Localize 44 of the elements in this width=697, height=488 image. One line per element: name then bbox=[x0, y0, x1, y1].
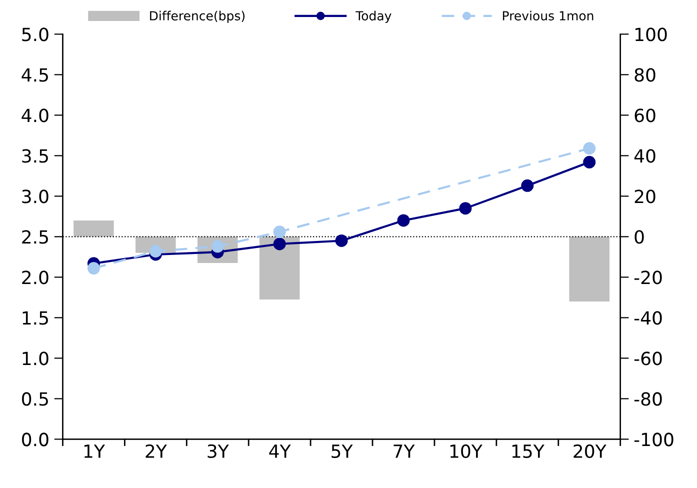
x-tick-label: 5Y bbox=[332, 444, 353, 458]
y-tick-label: 4.0 bbox=[22, 108, 48, 122]
x-tick-label: 10Y bbox=[450, 444, 482, 458]
x-tick-label: 4Y bbox=[269, 444, 291, 458]
x-tick-label: 2Y bbox=[146, 444, 167, 458]
point bbox=[149, 245, 162, 258]
y2-tick-label: 20 bbox=[634, 190, 656, 204]
point bbox=[273, 226, 286, 238]
y2-tick-label: 0 bbox=[634, 230, 644, 244]
y-tick-label: 0.5 bbox=[22, 392, 48, 406]
x-tick-label: 3Y bbox=[208, 444, 229, 458]
y2-tick-label: 60 bbox=[634, 108, 656, 122]
y-tick-label: 4.5 bbox=[22, 68, 48, 82]
y-tick-label: 2.0 bbox=[22, 270, 48, 284]
y2-tick-label: 100 bbox=[636, 28, 667, 42]
point bbox=[583, 142, 596, 155]
y-tick-label: 2.5 bbox=[22, 230, 48, 244]
y-tick-label: 5.0 bbox=[22, 28, 48, 42]
y-tick-label: 3.5 bbox=[22, 149, 48, 163]
y-tick-label: 1.0 bbox=[22, 352, 48, 366]
y-tick-label: 1.5 bbox=[22, 311, 48, 325]
legend-label: Difference(bps) bbox=[150, 10, 245, 23]
point bbox=[521, 179, 534, 192]
legend-label: Today bbox=[356, 10, 392, 23]
x-tick-label: 1Y bbox=[84, 444, 105, 458]
y2-tick-label: -100 bbox=[634, 432, 674, 446]
point bbox=[273, 238, 286, 250]
point bbox=[335, 234, 348, 247]
y2-tick-label: 40 bbox=[634, 149, 656, 163]
point bbox=[583, 156, 596, 168]
y2-tick-label: -20 bbox=[634, 270, 662, 284]
point bbox=[397, 214, 410, 227]
y2-tick-label: 80 bbox=[634, 68, 656, 82]
x-tick-label: 7Y bbox=[394, 444, 415, 458]
y2-tick-label: -40 bbox=[634, 311, 662, 325]
x-tick-label: 15Y bbox=[512, 444, 544, 458]
y2-tick-label: -60 bbox=[634, 352, 662, 366]
y-tick-label: 3.0 bbox=[22, 190, 48, 204]
point bbox=[87, 262, 100, 275]
legend-label: Previous 1mon bbox=[502, 10, 594, 20]
y2-tick-label: -80 bbox=[634, 392, 662, 406]
y-tick-label: 0.0 bbox=[22, 432, 48, 446]
point bbox=[459, 202, 472, 215]
x-tick-label: 20Y bbox=[574, 444, 606, 458]
